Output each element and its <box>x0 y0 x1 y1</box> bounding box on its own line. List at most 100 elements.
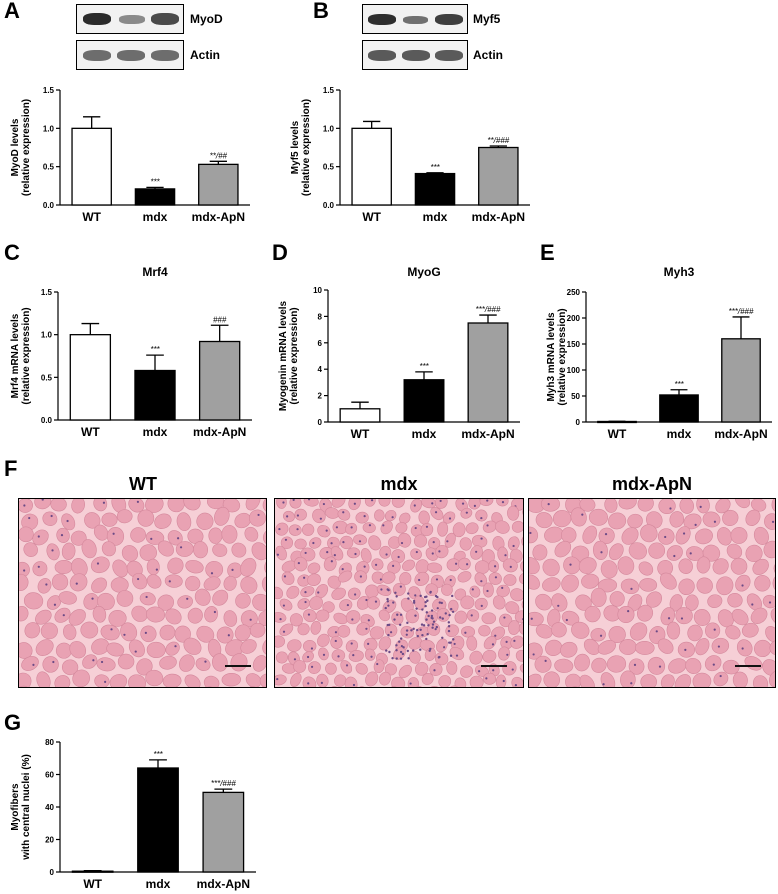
chart-central-nuclei: 0 20 40 60 80 Myofibers with central nuclei (%… <box>10 738 256 891</box>
histology-image-wt <box>18 498 267 688</box>
x-tick-label: WT <box>351 427 370 441</box>
y-tick-label: 0 <box>576 418 581 427</box>
x-tick-label: mdx <box>146 877 171 891</box>
chart-myf5: 0.0 0.5 1.0 1.5 Myf5 levels (relative express… <box>290 86 530 224</box>
bar-wt <box>351 127 392 206</box>
histology-title-mdx-apn: mdx-ApN <box>612 474 692 494</box>
bar-mdx-apn <box>198 340 241 421</box>
bar-wt <box>69 334 112 421</box>
panel-letter-c: C <box>4 240 20 265</box>
x-tick-label: WT <box>362 210 381 224</box>
blot-label-actin-b: Actin <box>473 48 503 62</box>
bar-wt <box>339 408 381 423</box>
x-tick-label: mdx <box>667 427 692 441</box>
bar-wt <box>71 870 114 873</box>
blot-actin-b <box>362 40 468 70</box>
significance-label: ***/### <box>211 779 236 788</box>
y-tick-label: 1.0 <box>41 331 53 340</box>
y-axis-label: (relative expression) <box>21 307 32 404</box>
bar-wt <box>597 420 637 424</box>
y-tick-label: 10 <box>313 286 322 295</box>
y-tick-label: 0.5 <box>323 163 335 172</box>
y-tick-label: 200 <box>567 314 581 323</box>
y-tick-label: 1.5 <box>323 86 335 95</box>
blot-actin-a <box>76 40 184 70</box>
chart-myod: 0.0 0.5 1.0 1.5 MyoD levels (relative express… <box>10 86 250 224</box>
y-tick-label: 50 <box>571 392 580 401</box>
y-tick-label: 0.0 <box>41 416 53 425</box>
bar-mdx-apn <box>721 338 761 423</box>
y-tick-label: 0 <box>318 418 323 427</box>
x-tick-label: WT <box>82 210 101 224</box>
panel-letter-f: F <box>4 456 18 481</box>
x-tick-label: mdx-ApN <box>193 425 246 439</box>
bar-mdx-apn <box>478 146 519 206</box>
y-tick-label: 2 <box>318 392 323 401</box>
x-tick-label: mdx <box>143 210 168 224</box>
panel-letter-g: G <box>4 710 22 735</box>
y-axis-label: (relative expression) <box>301 99 312 196</box>
y-tick-label: 40 <box>45 803 54 812</box>
x-tick-label: WT <box>83 877 102 891</box>
chart-title: Mrf4 <box>142 265 168 279</box>
y-tick-label: 8 <box>318 312 323 321</box>
bar-mdx-apn <box>467 322 509 423</box>
y-tick-label: 1.0 <box>43 124 55 133</box>
y-tick-label: 0.0 <box>323 201 335 210</box>
y-axis-label: with central nuclei (%) <box>21 754 32 861</box>
y-tick-label: 20 <box>45 836 54 845</box>
significance-label: *** <box>430 163 440 172</box>
histology-image-mdx-apn <box>528 498 776 688</box>
significance-label: **/### <box>487 136 509 145</box>
panel-letter-d: D <box>272 240 288 265</box>
y-tick-label: 1.5 <box>43 86 55 95</box>
bar-mdx-apn <box>202 791 245 873</box>
scale-bar <box>481 665 507 667</box>
significance-label: *** <box>674 380 684 389</box>
y-tick-label: 150 <box>567 340 581 349</box>
panel-letter-a: A <box>4 0 20 23</box>
y-axis-label: Mrf4 mRNA levels <box>10 313 21 398</box>
y-tick-label: 4 <box>318 365 323 374</box>
bar-mdx <box>403 379 445 423</box>
x-tick-label: mdx-ApN <box>472 210 525 224</box>
y-tick-label: 250 <box>567 288 581 297</box>
x-tick-label: mdx-ApN <box>197 877 250 891</box>
x-tick-label: WT <box>81 425 100 439</box>
chart-myog: MyoG 0 2 4 6 8 10 Myogenin mRNA levels (relative… <box>278 265 520 441</box>
y-tick-label: 0 <box>50 868 55 877</box>
y-tick-label: 1.5 <box>41 288 53 297</box>
bar-mdx-apn <box>198 163 239 206</box>
y-tick-label: 1.0 <box>323 124 335 133</box>
panel-letter-b: B <box>313 0 329 23</box>
y-axis-label: Myofibers <box>10 783 21 831</box>
y-tick-label: 0.5 <box>43 163 55 172</box>
chart-title: MyoG <box>407 265 440 279</box>
significance-label: **/## <box>210 151 228 160</box>
y-tick-label: 100 <box>567 366 581 375</box>
significance-label: ### <box>213 315 227 324</box>
x-tick-label: WT <box>608 427 627 441</box>
significance-label: *** <box>150 345 160 354</box>
significance-label: ***/### <box>476 305 501 314</box>
histology-title-wt: WT <box>129 474 157 494</box>
significance-label: *** <box>419 362 429 371</box>
blot-label-actin-a: Actin <box>190 48 220 62</box>
y-tick-label: 60 <box>45 771 54 780</box>
x-tick-label: mdx-ApN <box>192 210 245 224</box>
y-tick-label: 6 <box>318 339 323 348</box>
bar-mdx <box>659 394 699 423</box>
bar-mdx <box>134 369 176 421</box>
histology-title-mdx: mdx <box>380 474 418 494</box>
panel-letter-e: E <box>540 240 555 265</box>
y-axis-label: (relative expression) <box>289 307 300 404</box>
scale-bar <box>225 665 251 667</box>
blot-label-myod: MyoD <box>190 12 223 26</box>
y-axis-label: (relative expression) <box>557 308 568 405</box>
y-tick-label: 0.5 <box>41 373 53 382</box>
y-axis-label: Myf5 levels <box>290 120 301 174</box>
y-axis-label: MyoD levels <box>10 118 21 176</box>
y-axis-label: Myh3 mRNA levels <box>546 312 557 402</box>
scale-bar <box>735 665 761 667</box>
x-tick-label: mdx <box>143 425 168 439</box>
